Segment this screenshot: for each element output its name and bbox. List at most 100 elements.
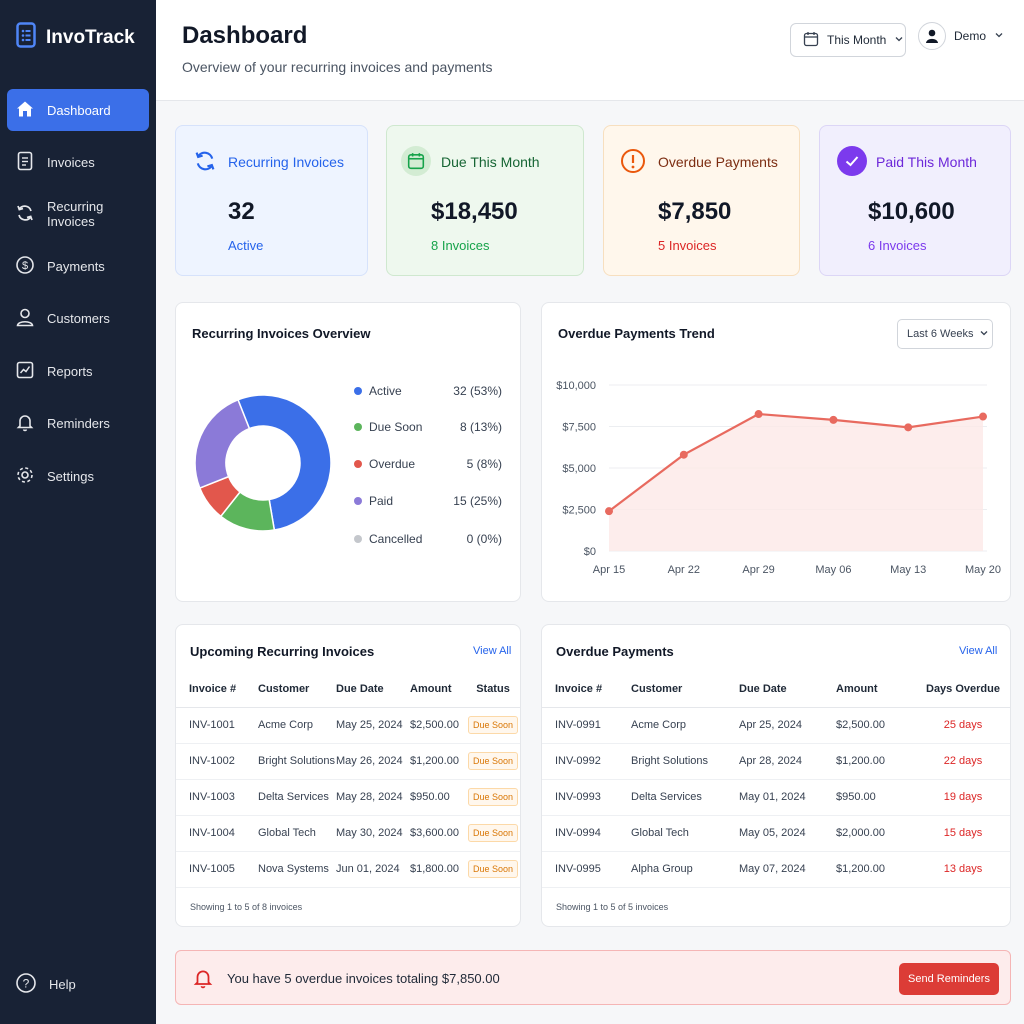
cell: Delta Services xyxy=(631,779,739,816)
overdue-alert: You have 5 overdue invoices totaling $7,… xyxy=(175,950,1011,1005)
legend-row-cancelled: Cancelled 0 (0%) xyxy=(354,531,502,547)
stat-label: Recurring Invoices xyxy=(228,154,344,170)
help-link[interactable]: ? Help xyxy=(15,972,76,997)
legend-count: 8 xyxy=(459,420,467,434)
sidebar-item-recurring-invoices[interactable]: Recurring Invoices xyxy=(7,193,149,235)
overdue-table: Invoice # Customer Due Date Amount Days … xyxy=(542,671,1010,888)
sidebar-item-dashboard[interactable]: Dashboard xyxy=(7,89,149,131)
stat-card-paid[interactable]: Paid This Month $10,600 6 Invoices xyxy=(819,125,1011,276)
days-overdue: 19 days xyxy=(916,779,1010,816)
x-tick-label: May 20 xyxy=(965,564,1001,576)
column-header: Amount xyxy=(836,671,916,708)
user-name: Demo xyxy=(954,29,987,43)
legend-name: Overdue xyxy=(369,457,416,471)
table-row[interactable]: INV-0995 Alpha Group May 07, 2024 $1,200… xyxy=(542,851,1010,888)
sidebar-item-reports[interactable]: Reports xyxy=(7,350,149,392)
stat-card-due[interactable]: Due This Month $18,450 8 Invoices xyxy=(386,125,584,276)
table-row[interactable]: INV-1002 Bright Solutions May 26, 2024 $… xyxy=(176,743,520,780)
days-overdue: 15 days xyxy=(916,815,1010,852)
sidebar-item-invoices[interactable]: Invoices xyxy=(7,141,149,183)
cell: INV-0994 xyxy=(542,815,631,852)
cell: May 28, 2024 xyxy=(336,779,410,816)
cell: Alpha Group xyxy=(631,851,739,888)
stat-label: Overdue Payments xyxy=(658,154,778,170)
sidebar-item-label: Payments xyxy=(47,258,105,274)
overview-card: Recurring Invoices Overview Active 32 (5… xyxy=(175,302,521,602)
report-icon xyxy=(15,360,35,383)
range-selector[interactable]: Last 6 Weeks xyxy=(897,319,993,349)
table-row[interactable]: INV-0991 Acme Corp Apr 25, 2024 $2,500.0… xyxy=(542,707,1010,744)
stat-sub: Active xyxy=(228,238,264,253)
stat-card-overdue[interactable]: Overdue Payments $7,850 5 Invoices xyxy=(603,125,800,276)
app-name: InvoTrack xyxy=(46,26,135,48)
calendar-icon xyxy=(401,146,431,176)
cell: $1,200.00 xyxy=(410,743,466,780)
table-header-row: Invoice # Customer Due Date Amount Statu… xyxy=(176,671,520,708)
donut-slice-active xyxy=(236,394,332,531)
legend-pct: (13%) xyxy=(469,420,502,434)
cell: Acme Corp xyxy=(631,707,739,744)
table-row[interactable]: INV-1004 Global Tech May 30, 2024 $3,600… xyxy=(176,815,520,852)
view-all-link[interactable]: View All xyxy=(959,645,998,657)
cell: INV-0995 xyxy=(542,851,631,888)
area-fill xyxy=(609,414,983,551)
stat-label: Paid This Month xyxy=(876,154,977,170)
table-row[interactable]: INV-1005 Nova Systems Jun 01, 2024 $1,80… xyxy=(176,851,520,888)
status-badge: Due Soon xyxy=(467,824,519,842)
page-title: Dashboard xyxy=(182,22,308,49)
cell: $950.00 xyxy=(836,779,916,816)
legend-pct: (25%) xyxy=(469,494,502,508)
sidebar-item-settings[interactable]: Settings xyxy=(7,455,149,497)
table-footer: Showing 1 to 5 of 8 invoices xyxy=(190,902,303,912)
legend-row-active: Active 32 (53%) xyxy=(354,383,502,399)
y-tick-label: $0 xyxy=(584,546,596,558)
cell: Nova Systems xyxy=(258,851,336,888)
sidebar-item-payments[interactable]: $ Payments xyxy=(7,245,149,287)
cell: $1,200.00 xyxy=(836,851,916,888)
x-tick-label: Apr 15 xyxy=(593,564,625,576)
x-tick-label: May 13 xyxy=(890,564,926,576)
page-subtitle: Overview of your recurring invoices and … xyxy=(182,59,493,75)
data-point-apr-15 xyxy=(605,507,613,516)
question-circle-icon: ? xyxy=(15,972,37,997)
bell-icon xyxy=(15,412,35,435)
table-row[interactable]: INV-0993 Delta Services May 01, 2024 $95… xyxy=(542,779,1010,816)
stat-label: Due This Month xyxy=(441,154,540,170)
table-row[interactable]: INV-1003 Delta Services May 28, 2024 $95… xyxy=(176,779,520,816)
avatar xyxy=(918,22,946,50)
brand[interactable]: InvoTrack xyxy=(16,22,135,53)
calendar-icon xyxy=(803,31,819,50)
sidebar-item-reminders[interactable]: Reminders xyxy=(7,402,149,444)
chevron-down-icon xyxy=(894,33,904,47)
cell: INV-0992 xyxy=(542,743,631,780)
check-icon xyxy=(837,146,867,176)
send-reminders-button[interactable]: Send Reminders xyxy=(899,963,999,995)
cell: Acme Corp xyxy=(258,707,336,744)
card-title: Overdue Payments Trend xyxy=(558,326,715,341)
card-title: Upcoming Recurring Invoices xyxy=(190,644,375,659)
y-tick-label: $5,000 xyxy=(562,463,596,475)
view-all-link[interactable]: View All xyxy=(473,645,512,657)
legend-dot xyxy=(354,497,362,505)
refresh-icon xyxy=(15,203,35,226)
sidebar-item-customers[interactable]: Customers xyxy=(7,297,149,339)
legend-dot xyxy=(354,423,362,431)
cell: Jun 01, 2024 xyxy=(336,851,410,888)
days-overdue: 13 days xyxy=(916,851,1010,888)
legend-count: 15 xyxy=(453,494,467,508)
cell: INV-1004 xyxy=(176,815,258,852)
stat-card-recurring[interactable]: Recurring Invoices 32 Active xyxy=(175,125,368,276)
table-row[interactable]: INV-1001 Acme Corp May 25, 2024 $2,500.0… xyxy=(176,707,520,744)
column-header: Invoice # xyxy=(542,671,631,708)
user-menu[interactable]: Demo xyxy=(918,22,1004,50)
stat-value: $18,450 xyxy=(431,198,518,225)
cell: May 30, 2024 xyxy=(336,815,410,852)
period-selector[interactable]: This Month xyxy=(790,23,906,57)
legend-row-overdue: Overdue 5 (8%) xyxy=(354,456,502,472)
gear-icon xyxy=(15,465,35,488)
cell: $2,500.00 xyxy=(410,707,466,744)
cell: INV-1001 xyxy=(176,707,258,744)
overdue-card: Overdue Payments View All Invoice # Cust… xyxy=(541,624,1011,927)
table-row[interactable]: INV-0992 Bright Solutions Apr 28, 2024 $… xyxy=(542,743,1010,780)
table-row[interactable]: INV-0994 Global Tech May 05, 2024 $2,000… xyxy=(542,815,1010,852)
